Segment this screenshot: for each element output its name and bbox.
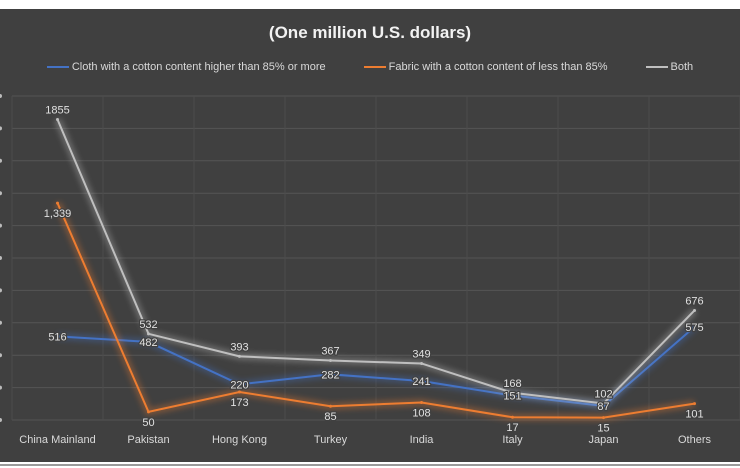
series-line-1 (56, 202, 695, 419)
x-tick-label: Italy (502, 434, 523, 446)
legend-label: Both (670, 61, 694, 73)
data-point (238, 382, 241, 386)
x-tick-label: China Mainland (19, 434, 95, 446)
data-point (329, 372, 332, 376)
data-label: 676 (685, 295, 703, 307)
data-label: 15 (597, 423, 609, 435)
data-point (420, 401, 423, 405)
x-tick-label: Pakistan (127, 434, 169, 446)
data-point (147, 410, 150, 414)
data-point (329, 359, 332, 363)
y-tick-mark (0, 94, 2, 98)
legend-item-both: Both (645, 61, 694, 73)
data-point (602, 416, 605, 420)
x-tick-label: Hong Kong (212, 434, 267, 446)
data-point (147, 332, 150, 336)
legend: Cloth with a cotton content higher than … (0, 61, 740, 73)
data-label: 168 (503, 378, 521, 390)
x-tick-label: India (410, 434, 435, 446)
data-label: 575 (685, 322, 703, 334)
data-point (693, 308, 696, 312)
y-tick-mark (0, 223, 2, 228)
x-tick-label: Others (678, 434, 712, 446)
divider (0, 464, 740, 466)
data-label: 282 (321, 369, 339, 381)
data-label: 393 (230, 341, 248, 353)
legend-swatch (645, 66, 668, 68)
legend-label: Cloth with a cotton content higher than … (71, 61, 326, 73)
data-label: 17 (506, 422, 518, 434)
y-tick-mark (0, 126, 2, 131)
data-label: 1,339 (44, 208, 72, 220)
legend-swatch (46, 66, 69, 68)
y-tick-mark (0, 191, 2, 196)
chart-title: (One million U.S. dollars) (268, 23, 472, 42)
data-point (238, 390, 241, 394)
legend-item-fabric: Fabric with a cotton content of less tha… (363, 61, 608, 73)
data-point (420, 361, 423, 365)
legend-swatch (363, 66, 386, 68)
data-point (693, 402, 696, 406)
y-tick-mark (0, 418, 2, 422)
y-tick-mark (0, 353, 2, 358)
data-point (420, 379, 423, 383)
data-label: 516 (48, 331, 66, 343)
data-point (147, 340, 150, 344)
data-label: 102 (594, 388, 612, 400)
x-tick-label: Turkey (314, 434, 348, 446)
data-label: 349 (412, 348, 430, 360)
data-point (329, 404, 332, 408)
data-label: 101 (685, 409, 703, 421)
data-label: 85 (324, 411, 336, 423)
series-line-2 (56, 119, 696, 405)
data-label: 87 (597, 401, 609, 413)
data-label: 108 (412, 408, 430, 420)
y-tick-mark (0, 320, 2, 325)
data-point (56, 334, 59, 338)
data-label: 241 (412, 376, 430, 388)
data-label: 173 (230, 397, 248, 409)
data-label: 1855 (45, 104, 69, 116)
y-tick-mark (0, 288, 2, 293)
legend-item-cloth: Cloth with a cotton content higher than … (46, 61, 326, 73)
chart-area: (One million U.S. dollars) Cloth with a … (0, 9, 740, 462)
data-point (602, 401, 605, 405)
data-point (56, 201, 59, 205)
data-label: 367 (321, 346, 339, 358)
data-point (693, 325, 696, 329)
y-tick-mark (0, 158, 2, 163)
data-point (511, 391, 514, 395)
data-label: 151 (503, 391, 521, 403)
data-label: 50 (142, 417, 154, 429)
data-label: 220 (230, 379, 248, 391)
x-tick-label: Japan (589, 434, 619, 446)
data-label: 532 (139, 319, 157, 331)
data-point (56, 117, 59, 121)
y-tick-mark (0, 385, 2, 390)
y-tick-mark (0, 256, 2, 260)
data-point (511, 415, 514, 419)
data-label: 482 (139, 337, 157, 349)
data-point (238, 354, 241, 358)
legend-label: Fabric with a cotton content of less tha… (388, 61, 608, 73)
